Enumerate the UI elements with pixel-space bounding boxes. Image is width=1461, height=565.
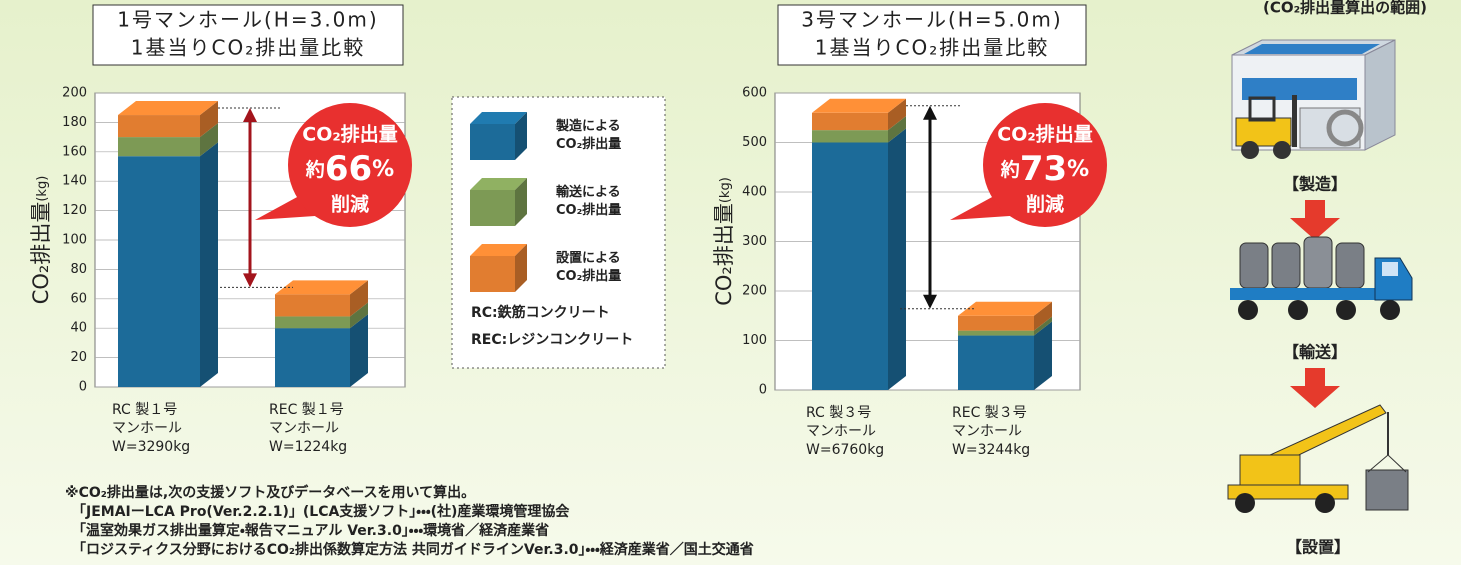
x-tick-label: W=3290kg bbox=[112, 439, 190, 455]
legend-line: 輸送による bbox=[556, 184, 621, 200]
callout-prefix: 約 bbox=[1000, 158, 1020, 181]
y-tick-label: 0 bbox=[759, 383, 767, 398]
callout-action: 削減 bbox=[331, 193, 369, 216]
legend-front bbox=[470, 190, 515, 226]
factory-icon bbox=[1232, 40, 1395, 159]
y-tick-label: 300 bbox=[742, 234, 767, 249]
footnote: ※CO₂排出量は,次の支援ソフト及びデータベースを用いて算出。 bbox=[65, 484, 475, 501]
bar-segment bbox=[958, 302, 1052, 331]
bar-front bbox=[275, 294, 350, 316]
y-tick-label: 180 bbox=[62, 115, 87, 130]
legend-note: REC:レジンコンクリート bbox=[471, 332, 633, 348]
callout-unit: % bbox=[372, 157, 394, 182]
legend-front bbox=[470, 124, 515, 160]
legend-line: CO₂排出量 bbox=[556, 268, 621, 284]
y-axis-title: CO₂排出量 bbox=[29, 202, 53, 305]
legend-line: CO₂排出量 bbox=[556, 202, 621, 218]
legend-swatch bbox=[470, 244, 527, 292]
bar-front bbox=[958, 316, 1034, 331]
callout-action: 削減 bbox=[1026, 193, 1064, 216]
y-axis-title: CO₂排出量 bbox=[712, 203, 736, 306]
chart-title: 1基当りCO₂排出量比較 bbox=[815, 36, 1049, 60]
footnote: 「JEMAIーLCA Pro(Ver.2.2.1)」(LCA支援ソフト」・・・(… bbox=[72, 503, 570, 520]
scope-step: 【輸送】 bbox=[1283, 343, 1347, 362]
bar-front bbox=[812, 113, 888, 130]
legend-swatch bbox=[470, 112, 527, 160]
y-tick-label: 400 bbox=[742, 185, 767, 200]
bar-side bbox=[888, 129, 906, 391]
chart-title: 3号マンホール(H=5.0m) bbox=[801, 8, 1062, 32]
bar-segment bbox=[118, 101, 218, 137]
bar-segment bbox=[118, 142, 218, 387]
x-tick-label: マンホール bbox=[952, 424, 1022, 440]
bar-front bbox=[275, 328, 350, 387]
bar-side bbox=[200, 142, 218, 387]
callout-number: 66 bbox=[325, 149, 372, 189]
y-tick-label: 100 bbox=[62, 233, 87, 248]
y-tick-label: 600 bbox=[742, 86, 767, 101]
callout-heading: CO₂排出量 bbox=[302, 123, 397, 146]
y-tick-label: 20 bbox=[70, 350, 87, 365]
y-axis-unit: (kg) bbox=[718, 177, 733, 203]
scope-heading: (CO₂排出量算出の範囲) bbox=[1263, 0, 1427, 17]
bar-front bbox=[118, 115, 200, 137]
y-tick-label: 120 bbox=[62, 203, 87, 218]
y-tick-label: 500 bbox=[742, 135, 767, 150]
y-tick-label: 140 bbox=[62, 174, 87, 189]
legend-note: RC:鉄筋コンクリート bbox=[471, 304, 610, 321]
legend-swatch bbox=[470, 178, 527, 226]
y-tick-label: 200 bbox=[62, 86, 87, 101]
callout-number: 73 bbox=[1020, 149, 1067, 189]
x-tick-label: REC 製１号 bbox=[269, 402, 344, 418]
bar-segment bbox=[275, 280, 368, 316]
scope-step: 【設置】 bbox=[1286, 538, 1350, 557]
y-tick-label: 100 bbox=[742, 333, 767, 348]
footnote: 「温室効果ガス排出量算定・報告マニュアル Ver.3.0」・・・環境省／経済産業… bbox=[72, 522, 549, 539]
x-tick-label: W=3244kg bbox=[952, 442, 1030, 458]
y-tick-label: 200 bbox=[742, 284, 767, 299]
y-tick-label: 60 bbox=[70, 291, 87, 306]
y-axis-unit: (kg) bbox=[35, 176, 50, 202]
legend-front bbox=[470, 256, 515, 292]
x-tick-label: RC 製３号 bbox=[806, 405, 871, 421]
bar-segment bbox=[812, 99, 906, 130]
bar-front bbox=[118, 137, 200, 156]
bar-front bbox=[275, 316, 350, 328]
chart-title: 1号マンホール(H=3.0m) bbox=[117, 8, 378, 32]
scope-step: 【製造】 bbox=[1283, 175, 1347, 194]
legend-line: 製造による bbox=[555, 118, 621, 134]
body: {"chart_data":[ {"type":"bar","title":["… bbox=[0, 0, 1461, 565]
x-tick-label: REC 製３号 bbox=[952, 405, 1027, 421]
bar-front bbox=[958, 336, 1034, 390]
y-tick-label: 80 bbox=[70, 262, 87, 277]
x-tick-label: RC 製１号 bbox=[112, 402, 177, 418]
x-tick-label: マンホール bbox=[112, 421, 182, 437]
x-tick-label: マンホール bbox=[806, 424, 876, 440]
footnote: 「ロジスティクス分野におけるCO₂排出係数算定方法 共同ガイドラインVer.3.… bbox=[72, 541, 754, 558]
infographic: (CO₂排出量算出の範囲) 【製造】 【輸送】 【設置】 1号マンホール(H=3… bbox=[0, 0, 1461, 565]
chart-title: 1基当りCO₂排出量比較 bbox=[131, 36, 365, 60]
bar-front bbox=[958, 331, 1034, 336]
y-tick-label: 40 bbox=[70, 321, 87, 336]
bar-front bbox=[812, 143, 888, 391]
callout-heading: CO₂排出量 bbox=[997, 123, 1092, 146]
legend-line: CO₂排出量 bbox=[556, 136, 621, 152]
page: html,body{margin:0;padding:0;} body{widt… bbox=[0, 0, 1461, 565]
bar-front bbox=[812, 130, 888, 142]
y-tick-label: 0 bbox=[79, 380, 87, 395]
bar-segment bbox=[812, 129, 906, 391]
y-tick-label: 160 bbox=[62, 144, 87, 159]
bar-front bbox=[118, 156, 200, 387]
callout-unit: % bbox=[1067, 157, 1089, 182]
x-tick-label: W=6760kg bbox=[806, 442, 884, 458]
x-tick-label: W=1224kg bbox=[269, 439, 347, 455]
legend-line: 設置による bbox=[556, 250, 621, 266]
callout-prefix: 約 bbox=[305, 158, 325, 181]
x-tick-label: マンホール bbox=[269, 421, 339, 437]
